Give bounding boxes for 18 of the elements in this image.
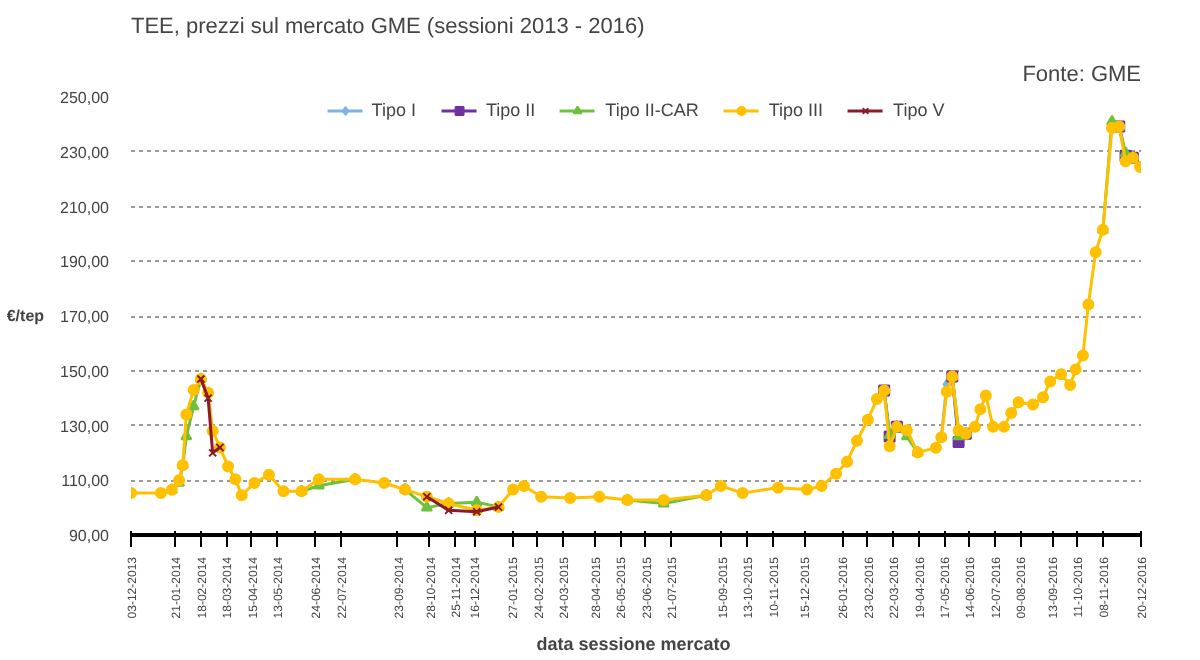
legend-label: Tipo V (893, 100, 945, 120)
y-tick-label: 150,00 (60, 362, 111, 381)
chart-title: TEE, prezzi sul mercato GME (sessioni 2013 - 2016) (131, 15, 645, 39)
y-tick-label: 110,00 (61, 472, 111, 491)
y-tick-label: 190,00 (60, 253, 111, 272)
legend-label: Tipo I (371, 100, 416, 120)
x-axis-title: data sessione mercato (536, 634, 732, 655)
y-tick-label: 230,00 (60, 143, 111, 162)
y-tick-label: 90,00 (68, 527, 111, 545)
y-tick-label: 130,00 (60, 417, 111, 436)
y-tick-label: 210,00 (60, 198, 111, 217)
legend-label: Tipo II-CAR (605, 100, 699, 120)
y-axis-title: €/tep (6, 307, 45, 325)
y-tick-label: 170,00 (60, 308, 111, 326)
source-note: Fonte: GME (1022, 63, 1141, 87)
legend-label: Tipo III (768, 100, 824, 120)
y-tick-label: 250,00 (60, 89, 111, 107)
legend-label: Tipo II (485, 100, 536, 120)
